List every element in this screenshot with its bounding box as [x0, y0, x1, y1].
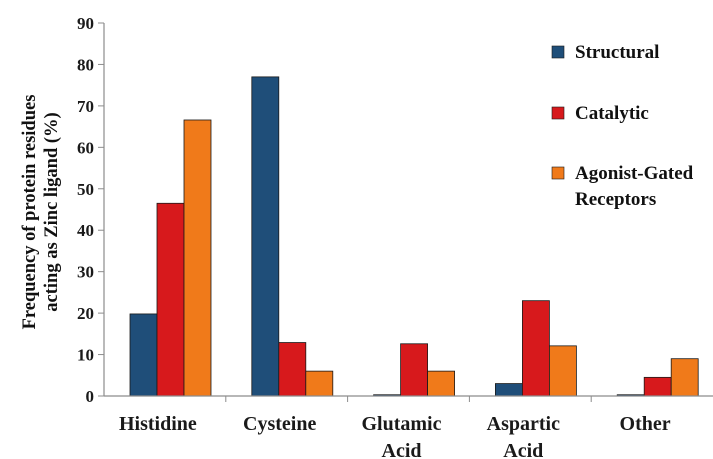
x-tick-label: Glutamic Acid: [362, 413, 442, 459]
x-tick-label: Cysteine: [243, 413, 316, 435]
y-axis-label: Frequency of protein residues acting as Z…: [20, 95, 62, 330]
bars: [129, 76, 699, 397]
legend-swatch: [551, 166, 565, 180]
x-tick-label: Histidine: [119, 413, 197, 435]
x-tick-label: Aspartic Acid: [487, 413, 560, 459]
y-tick-label: 40: [77, 221, 94, 240]
y-tick-label: 10: [77, 346, 94, 365]
bar-structural-1: [251, 76, 280, 397]
bar-agonist-gated-receptors-3: [549, 345, 577, 397]
legend-swatch: [551, 106, 565, 120]
bar-agonist-gated-receptors-2: [427, 370, 456, 397]
y-tick-label: 0: [86, 387, 95, 406]
y-axis-title: Frequency of protein residues acting as Z…: [20, 95, 62, 330]
bar-catalytic-0: [156, 202, 185, 397]
bar-structural-3: [494, 383, 523, 397]
y-tick-label: 60: [77, 138, 94, 157]
legend: Structural Catalytic Agonist-Gated Receptor…: [551, 42, 694, 210]
bar-catalytic-1: [278, 342, 307, 397]
bar-agonist-gated-receptors-1: [305, 370, 334, 397]
legend-label: Structural: [575, 42, 659, 63]
y-tick-label: 50: [77, 180, 94, 199]
legend-label: Agonist-Gated Receptors: [575, 163, 694, 210]
y-tick-label: 20: [77, 304, 94, 323]
y-tick-label: 30: [77, 263, 94, 282]
bar-catalytic-4: [643, 376, 672, 397]
axes: [103, 23, 713, 402]
bar-catalytic-3: [522, 300, 550, 397]
bar-agonist-gated-receptors-0: [183, 119, 212, 397]
bar-structural-0: [129, 313, 158, 397]
bar-catalytic-2: [400, 343, 429, 397]
y-axis-ticks: 0 10 20 30 40 50 60 70 80 90: [77, 14, 104, 406]
y-tick-label: 90: [77, 14, 94, 33]
legend-swatch: [551, 45, 565, 59]
legend-label: Catalytic: [575, 103, 649, 124]
y-tick-label: 80: [77, 55, 94, 74]
bar-agonist-gated-receptors-4: [670, 358, 699, 397]
x-tick-label: Other: [620, 413, 671, 435]
x-axis-labels: Histidine Cysteine Glutamic Acid Aspartic Aci…: [119, 413, 671, 459]
y-tick-label: 70: [77, 97, 94, 116]
